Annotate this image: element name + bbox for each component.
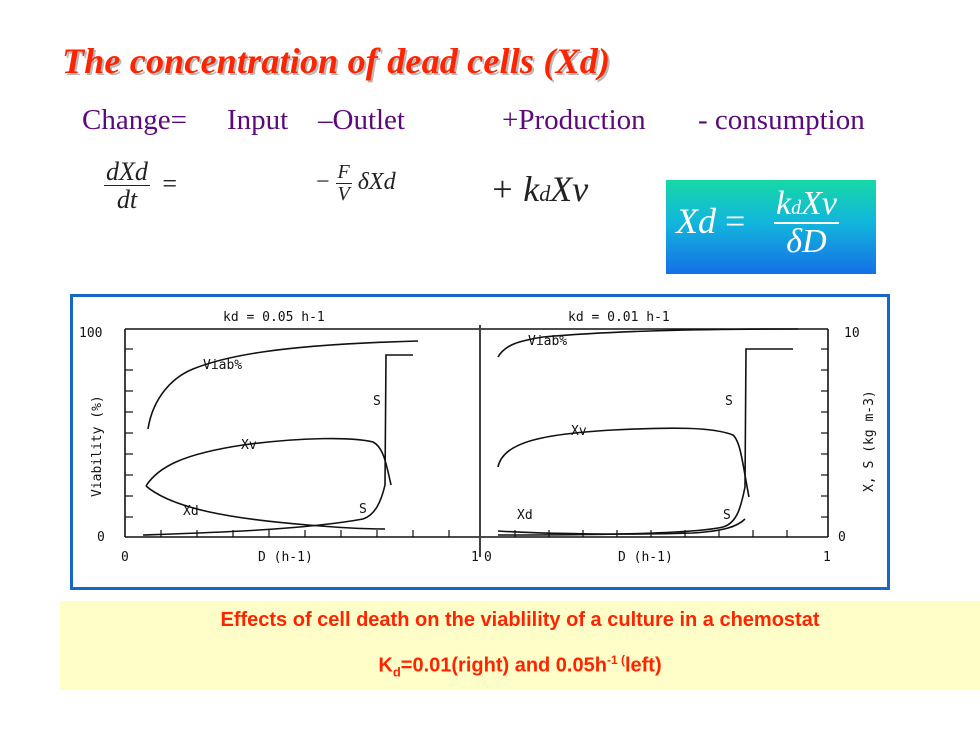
x-right-end-tick: 1 xyxy=(823,550,831,565)
axis-ticks xyxy=(125,348,828,537)
lhs-equals: = xyxy=(162,168,178,198)
kd-subscript: d xyxy=(539,181,551,206)
plus-kd: + k xyxy=(490,169,540,209)
left-s-curve xyxy=(142,354,413,536)
chemostat-figure: kd = 0.05 h-1 kd = 0.01 h-1 100 0 10 0 0… xyxy=(79,310,877,565)
right-xv-label: Xv xyxy=(571,424,587,439)
right-s-lower-label: S xyxy=(723,508,731,523)
caption-values: =0.01(right) and 0.05h xyxy=(400,654,607,677)
left-xd-label: Xd xyxy=(183,504,199,519)
y-left-bottom-tick: 0 xyxy=(97,530,105,545)
result-box: Xd = kdXv δD xyxy=(666,180,876,274)
y-right-bottom-tick: 0 xyxy=(838,530,846,545)
left-xd-curve xyxy=(145,485,386,530)
caption-line-2: Kd=0.01(right) and 0.05h-1 (left) xyxy=(60,653,980,680)
lhs-denominator: dt xyxy=(116,185,138,215)
caption-k: K xyxy=(378,654,393,677)
right-viab-label: Viab% xyxy=(528,334,567,349)
x-left-start-tick: 0 xyxy=(121,550,129,565)
flow-numerator: F xyxy=(335,161,352,184)
figure-frame: kd = 0.05 h-1 kd = 0.01 h-1 100 0 10 0 0… xyxy=(70,294,890,590)
right-xv-curve xyxy=(497,427,750,498)
caption-left: left) xyxy=(624,654,662,677)
left-xv-curve xyxy=(145,437,392,487)
x-left-label: D (h-1) xyxy=(258,550,313,565)
y-right-top-tick: 10 xyxy=(844,326,860,341)
left-panel-title: kd = 0.05 h-1 xyxy=(223,310,325,325)
result-xd-symbol: Xd xyxy=(676,201,716,241)
result-equals: = xyxy=(725,201,746,241)
left-viability-curve xyxy=(147,340,419,430)
right-s-curve xyxy=(497,348,793,536)
result-k-sub: d xyxy=(791,197,802,219)
result-fraction: kdXv δD xyxy=(774,186,839,259)
y-left-top-tick: 100 xyxy=(79,326,102,341)
balance-consumption: - consumption xyxy=(698,104,865,136)
left-y-label: Viability (%) xyxy=(90,395,105,497)
right-y-label: X, S (kg m-3) xyxy=(862,390,877,492)
result-xd: Xd = xyxy=(676,200,745,242)
delta-xd: δXd xyxy=(357,169,396,196)
result-k: k xyxy=(776,185,792,222)
lhs-fraction: dXd dt = xyxy=(104,158,177,214)
x-left-end-tick: 1 xyxy=(471,550,479,565)
figure-caption: Effects of cell death on the viablility … xyxy=(60,601,980,690)
right-xd-label: Xd xyxy=(517,508,533,523)
x-right-label: D (h-1) xyxy=(618,550,673,565)
right-s-upper-label: S xyxy=(725,394,733,409)
caption-exponent: -1 ( xyxy=(606,653,625,667)
volume-denominator: V xyxy=(337,183,350,205)
right-xd-curve xyxy=(497,518,746,535)
left-s-upper-label: S xyxy=(373,394,381,409)
caption-k-sub: d xyxy=(392,664,401,680)
minus-sign: − xyxy=(316,169,330,196)
right-panel-title: kd = 0.01 h-1 xyxy=(568,310,670,325)
result-numerator: kdXv xyxy=(774,186,839,224)
lhs-numerator: dXd xyxy=(104,157,150,187)
balance-input: Input xyxy=(227,104,289,136)
left-viab-label: Viab% xyxy=(203,358,242,373)
outflow-term: − F V δXd xyxy=(316,162,396,205)
balance-outlet: –Outlet xyxy=(318,104,405,136)
caption-line-1: Effects of cell death on the viablility … xyxy=(220,609,820,631)
balance-change: Change= xyxy=(82,104,187,136)
balance-production: +Production xyxy=(502,104,646,136)
x-right-start-tick: 0 xyxy=(484,550,492,565)
left-xv-label: Xv xyxy=(241,438,257,453)
xv-symbol: Xv xyxy=(550,169,589,209)
production-term: + kdXv xyxy=(490,168,588,210)
result-xv: Xv xyxy=(801,185,837,222)
slide-title: The concentration of dead cells (Xd) xyxy=(62,41,611,81)
result-denominator: δD xyxy=(786,222,827,260)
right-viability-curve xyxy=(497,328,799,358)
left-s-lower-label: S xyxy=(359,502,367,517)
